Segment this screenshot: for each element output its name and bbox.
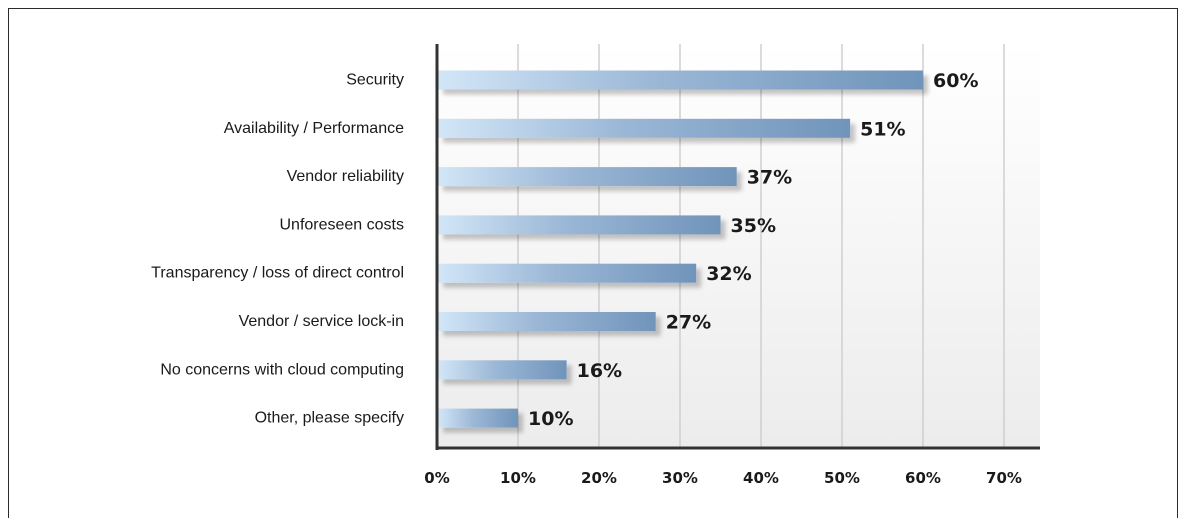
bar-3 [438, 215, 721, 235]
value-label-4: 32% [706, 263, 751, 285]
category-label-4: Transparency / loss of direct control [151, 265, 404, 282]
category-label-3: Unforeseen costs [279, 216, 404, 233]
category-label-0: Security [346, 72, 404, 89]
value-label-0: 60% [933, 70, 978, 92]
value-label-1: 51% [860, 118, 905, 140]
category-label-5: Vendor / service lock-in [239, 313, 404, 330]
x-tick-label-7: 70% [986, 469, 1022, 487]
bar-0 [438, 70, 923, 90]
bar-1 [438, 118, 851, 138]
value-label-3: 35% [731, 215, 776, 237]
x-tick-label-6: 60% [905, 469, 941, 487]
value-label-2: 37% [747, 167, 792, 189]
labels: Security 60% Availability / Performance 51%… [151, 70, 1022, 487]
plot-background [437, 44, 1040, 448]
value-label-7: 10% [528, 408, 573, 430]
value-label-5: 27% [666, 312, 711, 334]
x-tick-label-4: 40% [743, 469, 779, 487]
value-label-6: 16% [577, 360, 622, 382]
bar-7 [438, 408, 518, 428]
axes [435, 44, 1040, 450]
x-tick-label-0: 0% [424, 469, 449, 487]
gridlines [517, 44, 1005, 448]
bar-5 [438, 312, 656, 331]
category-label-2: Vendor reliability [287, 168, 404, 185]
bar-2 [438, 167, 737, 187]
category-label-7: Other, please specify [255, 410, 404, 427]
x-tick-label-3: 30% [662, 469, 698, 487]
x-tick-label-2: 20% [581, 469, 617, 487]
x-tick-label-5: 50% [824, 469, 860, 487]
category-label-6: No concerns with cloud computing [160, 361, 404, 378]
bars [438, 70, 923, 428]
x-tick-label-1: 10% [500, 469, 536, 487]
bar-4 [438, 263, 697, 283]
category-label-1: Availability / Performance [224, 120, 404, 137]
bar-6 [438, 360, 567, 380]
